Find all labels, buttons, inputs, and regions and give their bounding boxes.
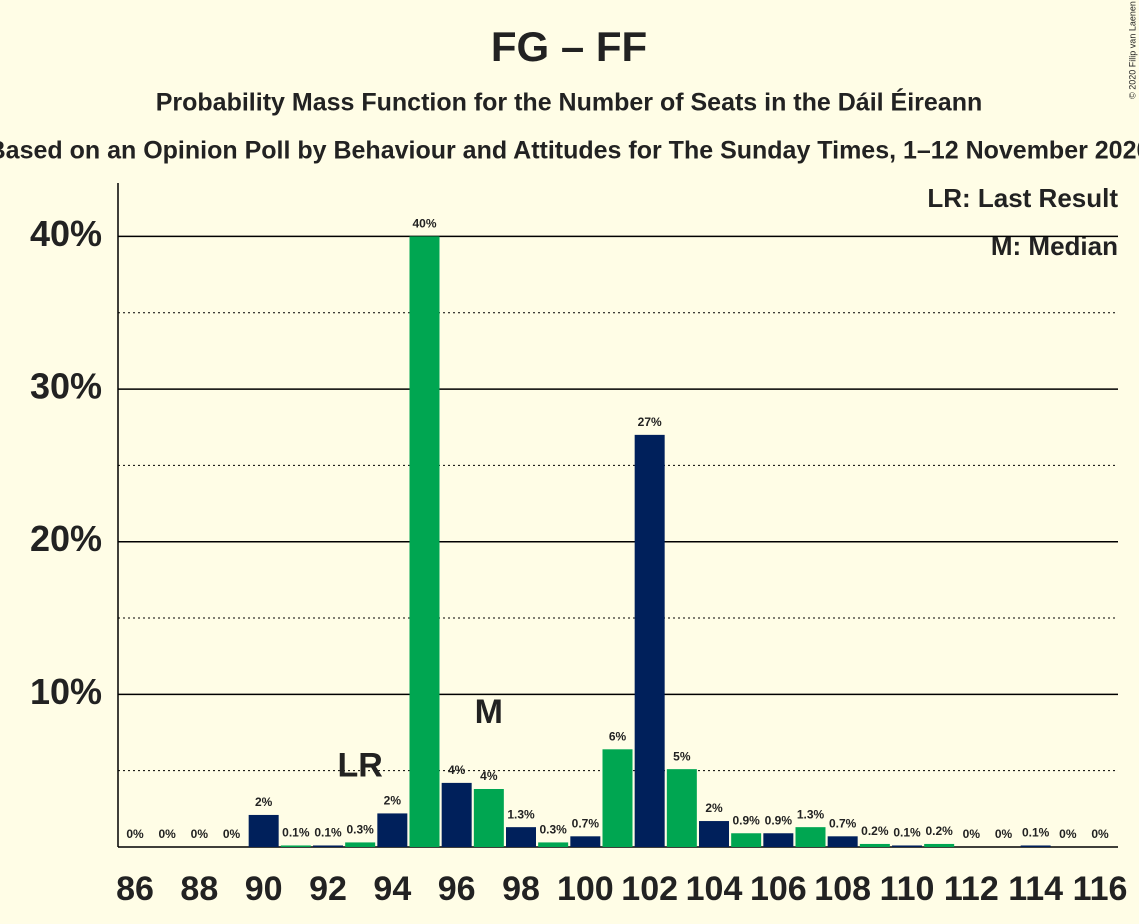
bar (699, 821, 729, 847)
chart-subtitle: Based on an Opinion Poll by Behaviour an… (0, 137, 1139, 165)
annotation: M (475, 693, 503, 731)
legend-entry: LR: Last Result (927, 183, 1118, 213)
annotation: LR (338, 746, 383, 784)
bar (924, 843, 955, 847)
bar (313, 845, 343, 847)
x-tick-label: 88 (180, 870, 218, 908)
bar (538, 842, 569, 847)
legend-entry: M: Median (991, 231, 1118, 261)
data-label: 0% (1059, 827, 1077, 841)
x-tick-label: 98 (502, 870, 540, 908)
bar (827, 836, 858, 847)
data-label: 0.1% (1022, 826, 1050, 840)
bar (570, 836, 601, 847)
data-label: 0% (963, 827, 981, 841)
data-label: 2% (384, 794, 402, 808)
bar (602, 749, 633, 847)
x-tick-label: 102 (621, 870, 678, 908)
credit: © 2020 Filip van Laenen (1127, 1, 1137, 99)
bar (377, 813, 408, 847)
bar (1020, 845, 1051, 847)
data-label: 0.1% (282, 826, 310, 840)
bar (731, 833, 762, 847)
bar (441, 782, 472, 847)
x-tick-label: 104 (686, 870, 743, 908)
data-label: 2% (705, 801, 723, 815)
x-tick-label: 114 (1008, 870, 1063, 908)
bar (248, 814, 279, 847)
data-label: 0.2% (861, 824, 889, 838)
x-tick-label: 86 (116, 870, 154, 908)
data-label: 4% (448, 763, 466, 777)
data-label: 0% (158, 827, 176, 841)
data-label: 0.9% (732, 813, 760, 827)
data-label: 0.1% (893, 826, 921, 840)
bar (763, 833, 794, 847)
data-label: 0.1% (314, 826, 342, 840)
data-label: 0.2% (925, 824, 953, 838)
data-label: 0% (1091, 827, 1109, 841)
x-tick-label: 96 (438, 870, 476, 908)
data-label: 0.9% (765, 813, 793, 827)
bar (634, 434, 665, 847)
data-label: 0% (223, 827, 241, 841)
data-label: 40% (412, 217, 436, 231)
data-label: 4% (480, 769, 498, 783)
bar (666, 769, 697, 847)
data-label: 0.3% (539, 823, 567, 837)
bar (280, 845, 311, 847)
x-tick-label: 100 (557, 870, 614, 908)
bar (859, 843, 890, 847)
data-label: 0% (995, 827, 1013, 841)
x-tick-label: 94 (373, 870, 411, 908)
x-tick-label: 112 (944, 870, 999, 908)
x-tick-label: 106 (750, 870, 807, 908)
x-tick-label: 90 (245, 870, 283, 908)
bar (795, 827, 826, 847)
chart-title: FG – FF (491, 23, 647, 70)
bar (892, 845, 922, 847)
bar (473, 788, 504, 847)
data-label: 0.3% (346, 823, 374, 837)
data-label: 1.3% (797, 807, 825, 821)
data-label: 1.3% (507, 807, 535, 821)
data-label: 6% (609, 729, 627, 743)
y-tick-label: 30% (30, 366, 102, 407)
data-label: 2% (255, 795, 273, 809)
y-tick-label: 20% (30, 518, 102, 559)
x-tick-label: 108 (814, 870, 871, 908)
data-label: 0% (126, 827, 144, 841)
data-label: 27% (638, 415, 662, 429)
data-label: 0.7% (829, 816, 857, 830)
x-tick-label: 110 (880, 870, 935, 908)
y-tick-label: 10% (30, 671, 102, 712)
data-label: 5% (673, 749, 691, 763)
bar (409, 236, 440, 847)
x-tick-label: 92 (309, 870, 347, 908)
data-label: 0% (191, 827, 209, 841)
bar (345, 842, 376, 847)
bar (506, 827, 536, 847)
x-tick-label: 116 (1073, 870, 1128, 908)
data-label: 0.7% (572, 816, 600, 830)
chart-subtitle: Probability Mass Function for the Number… (156, 88, 983, 117)
y-tick-label: 40% (30, 213, 102, 254)
